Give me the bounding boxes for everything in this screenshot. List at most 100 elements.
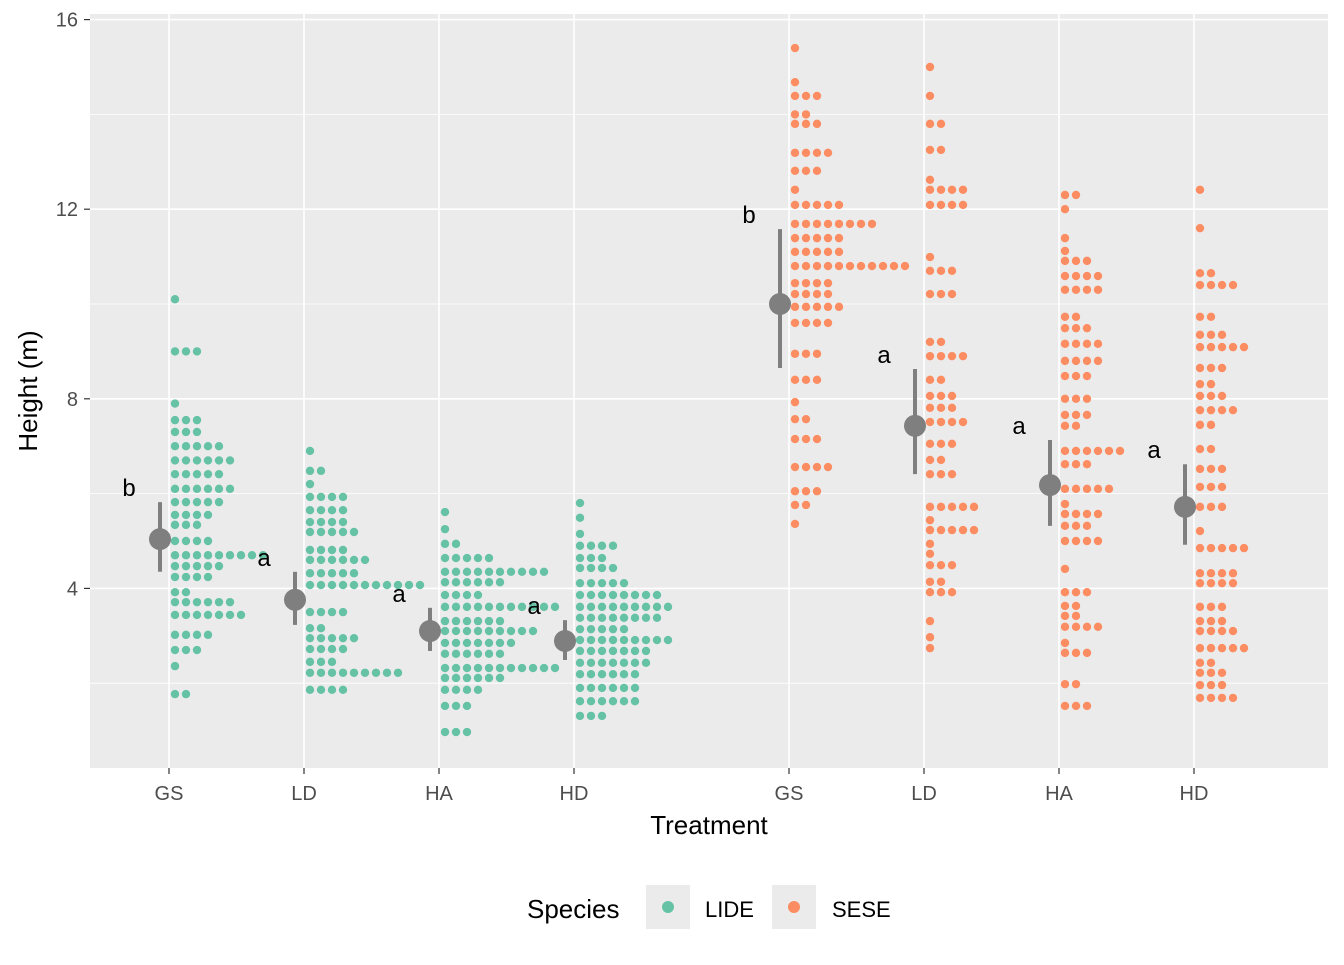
- data-dot-sese: [823, 289, 833, 299]
- data-dot-sese: [1195, 363, 1205, 373]
- data-dot-lide: [462, 567, 472, 577]
- data-dot-sese: [925, 455, 935, 465]
- data-dot-lide: [462, 553, 472, 563]
- data-dot-lide: [652, 613, 662, 622]
- data-dot-sese: [834, 200, 844, 210]
- data-dot-sese: [1206, 312, 1216, 321]
- data-dot-sese: [1195, 616, 1205, 626]
- data-dot-sese: [801, 219, 811, 229]
- data-dot-sese: [834, 233, 844, 243]
- data-dot-sese: [1071, 271, 1081, 281]
- data-dot-lide: [451, 616, 461, 626]
- data-dot-sese: [936, 577, 946, 586]
- data-dot-sese: [1082, 648, 1092, 658]
- data-dot-lide: [506, 638, 516, 648]
- data-dot-sese: [801, 119, 811, 129]
- data-dot-lide: [181, 469, 191, 479]
- data-dot-sese: [1217, 626, 1227, 636]
- data-dot-sese: [1217, 602, 1227, 612]
- data-dot-sese: [925, 539, 935, 549]
- gridlines: [90, 14, 1328, 768]
- data-dot-lide: [506, 602, 516, 612]
- data-dot-sese: [1093, 484, 1103, 494]
- data-dot-sese: [925, 145, 935, 155]
- data-dot-sese: [1206, 658, 1216, 668]
- data-dot-lide: [305, 492, 315, 502]
- data-dot-sese: [936, 439, 946, 449]
- data-dot-lide: [608, 624, 618, 634]
- data-dot-lide: [440, 567, 450, 577]
- data-dot-lide: [316, 633, 326, 643]
- data-dot-lide: [608, 590, 618, 600]
- legend-title: Species: [527, 894, 620, 924]
- data-dot-sese: [823, 148, 833, 157]
- data-dot-lide: [192, 442, 202, 451]
- data-dot-sese: [1195, 268, 1205, 278]
- data-dot-lide: [619, 590, 629, 600]
- data-dot-lide: [327, 668, 337, 677]
- data-dot-sese: [1071, 312, 1081, 321]
- data-dot-lide: [170, 561, 180, 571]
- data-dot-lide: [608, 563, 618, 573]
- data-dot-lide: [484, 673, 494, 683]
- data-dot-sese: [1206, 626, 1216, 636]
- plot-panel: [90, 14, 1328, 768]
- data-dot-lide: [305, 657, 315, 667]
- data-dot-sese: [790, 261, 800, 271]
- data-dot-sese: [1217, 578, 1227, 588]
- data-dot-sese: [1071, 587, 1081, 597]
- data-dot-sese: [925, 439, 935, 449]
- data-dot-sese: [790, 278, 800, 288]
- data-dot-lide: [203, 561, 213, 571]
- data-dot-sese: [812, 487, 822, 496]
- data-dot-lide: [170, 442, 180, 451]
- data-dot-lide: [473, 616, 483, 626]
- data-dot-lide: [575, 529, 585, 539]
- data-dot-lide: [305, 505, 315, 515]
- data-dot-lide: [305, 624, 315, 633]
- data-dot-sese: [1093, 271, 1103, 281]
- data-dot-lide: [382, 668, 392, 677]
- data-dot-sese: [790, 148, 800, 157]
- data-dot-lide: [575, 563, 585, 573]
- data-dot-sese: [958, 351, 968, 361]
- data-dot-lide: [517, 663, 527, 673]
- data-dot-sese: [1206, 578, 1216, 588]
- data-dot-sese: [823, 462, 833, 472]
- data-dot-lide: [473, 553, 483, 563]
- data-dot-sese: [1071, 421, 1081, 431]
- data-dot-sese: [1071, 648, 1081, 658]
- legend-dot-sese: [788, 901, 800, 913]
- data-dot-lide: [608, 635, 618, 645]
- data-dot-lide: [371, 668, 381, 677]
- data-dot-sese: [936, 525, 946, 535]
- data-dot-sese: [947, 525, 957, 535]
- data-dot-sese: [1060, 622, 1070, 631]
- data-dot-sese: [1206, 482, 1216, 492]
- data-dot-sese: [1071, 323, 1081, 333]
- data-dot-lide: [495, 567, 505, 577]
- data-dot-sese: [1060, 484, 1070, 494]
- data-dot-lide: [382, 580, 392, 590]
- data-dot-lide: [484, 663, 494, 673]
- data-dot-lide: [473, 638, 483, 648]
- significance-letter: a: [527, 593, 541, 620]
- data-dot-sese: [1082, 587, 1092, 597]
- data-dot-sese: [801, 247, 811, 257]
- data-dot-lide: [575, 711, 585, 721]
- data-dot-sese: [1071, 446, 1081, 456]
- data-dot-lide: [258, 551, 268, 560]
- data-dot-lide: [586, 590, 596, 600]
- data-dot-sese: [1071, 622, 1081, 631]
- data-dot-sese: [958, 525, 968, 535]
- data-dot-sese: [812, 434, 822, 444]
- data-dot-sese: [790, 289, 800, 299]
- data-dot-sese: [1071, 521, 1081, 531]
- data-dot-lide: [225, 610, 235, 620]
- data-dot-lide: [473, 626, 483, 636]
- data-dot-sese: [812, 302, 822, 312]
- data-dot-sese: [1206, 693, 1216, 703]
- data-dot-sese: [1060, 601, 1070, 611]
- data-dot-lide: [203, 469, 213, 479]
- data-dot-sese: [1195, 379, 1205, 389]
